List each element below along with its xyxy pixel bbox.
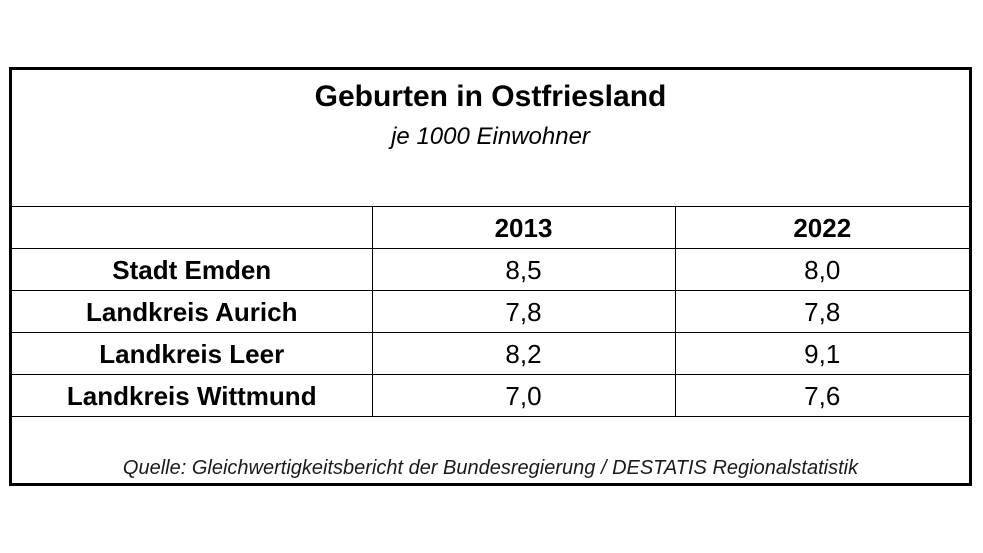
row-label: Landkreis Aurich — [12, 290, 373, 333]
value-2022: 9,1 — [674, 332, 969, 375]
value-2013: 8,5 — [371, 248, 676, 291]
table-row: Landkreis Wittmund 7,0 7,6 — [12, 374, 969, 417]
header-empty-cell — [12, 206, 373, 249]
table-header-row: 2013 2022 — [12, 206, 969, 249]
value-2013: 7,8 — [371, 290, 676, 333]
row-label: Stadt Emden — [12, 248, 373, 291]
header-year-2022: 2022 — [674, 206, 969, 249]
page-subtitle: je 1000 Einwohner — [391, 123, 590, 150]
birth-rate-table: 2013 2022 Stadt Emden 8,5 8,0 Landkreis … — [12, 206, 969, 417]
value-2022: 8,0 — [674, 248, 969, 291]
value-2022: 7,6 — [674, 374, 969, 417]
value-2013: 7,0 — [371, 374, 676, 417]
value-2013: 8,2 — [371, 332, 676, 375]
table-row: Landkreis Leer 8,2 9,1 — [12, 332, 969, 375]
row-label: Landkreis Leer — [12, 332, 373, 375]
table-row: Stadt Emden 8,5 8,0 — [12, 248, 969, 291]
row-label: Landkreis Wittmund — [12, 374, 373, 417]
header-year-2013: 2013 — [371, 206, 676, 249]
value-2022: 7,8 — [674, 290, 969, 333]
source-note: Quelle: Gleichwertigkeitsbericht der Bun… — [122, 457, 859, 479]
table-frame: Geburten in Ostfriesland je 1000 Einwohn… — [9, 67, 972, 486]
page-title: Geburten in Ostfriesland — [314, 80, 667, 113]
table-row: Landkreis Aurich 7,8 7,8 — [12, 290, 969, 333]
